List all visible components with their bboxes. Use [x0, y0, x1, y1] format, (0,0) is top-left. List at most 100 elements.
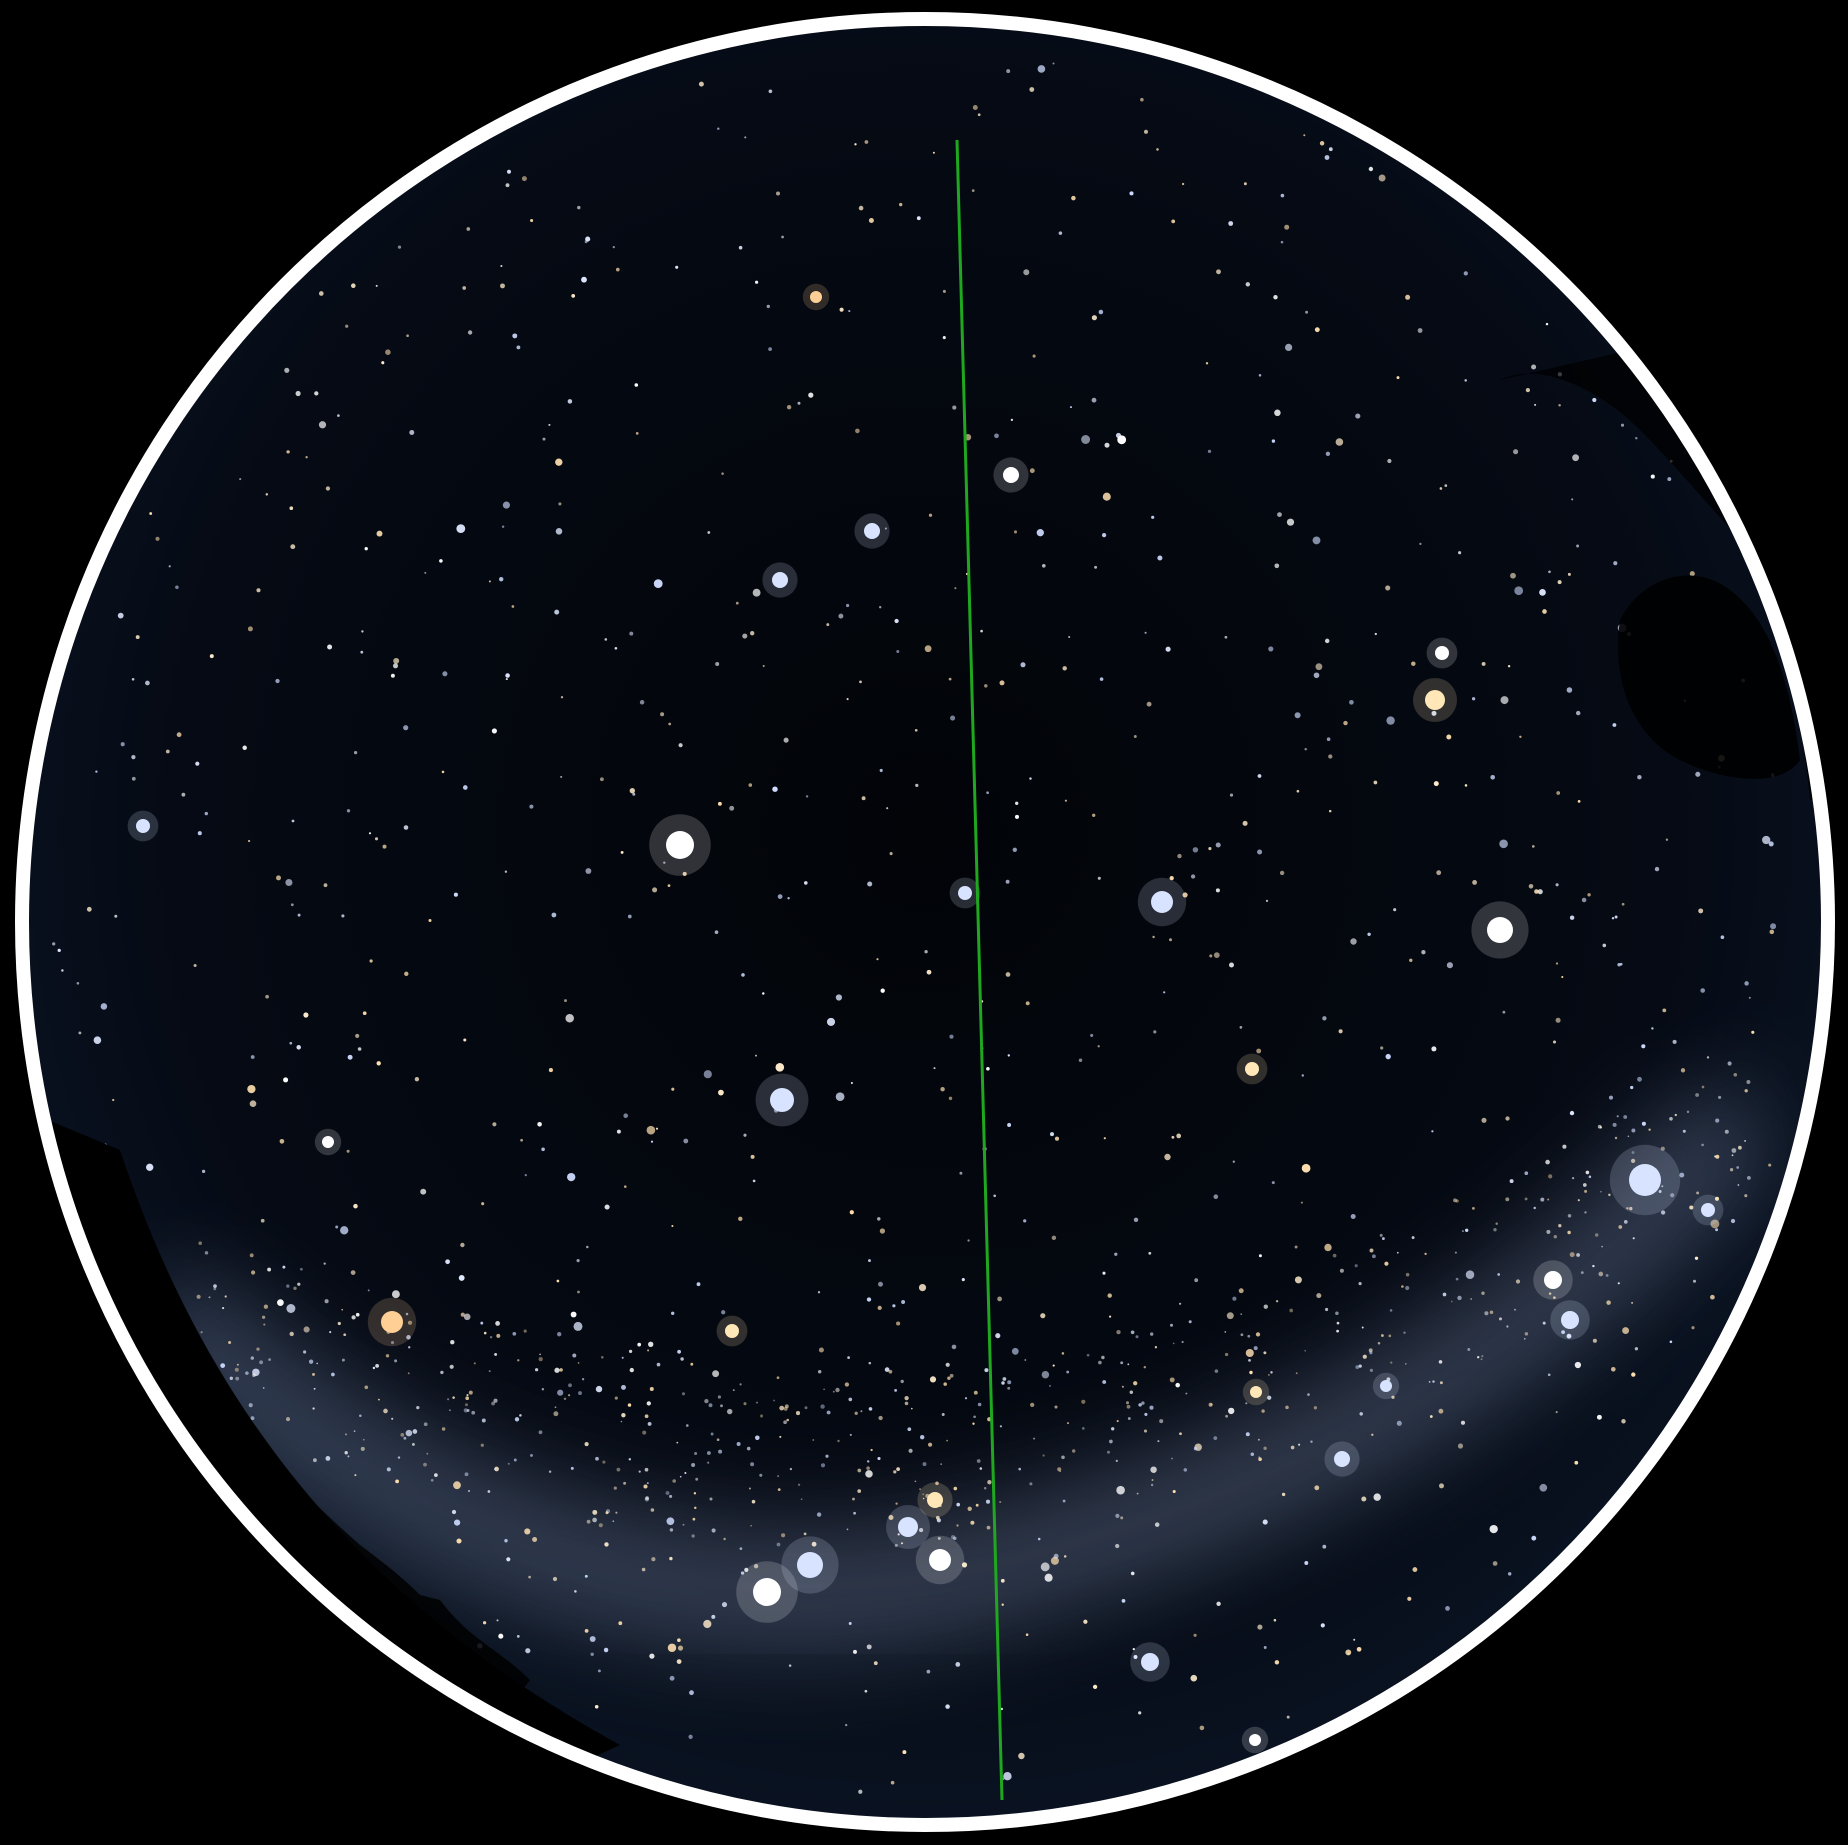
faint-star [1029, 87, 1035, 92]
bright-star[interactable] [753, 1578, 781, 1606]
bright-star[interactable] [898, 1517, 918, 1537]
faint-star [949, 1373, 954, 1378]
bright-star[interactable] [772, 572, 788, 588]
bright-star[interactable] [1249, 1734, 1261, 1746]
milky-way-star [1061, 1352, 1065, 1355]
faint-star [1037, 1537, 1041, 1541]
milky-way-star [1007, 1380, 1012, 1385]
bright-star[interactable] [929, 1549, 951, 1571]
faint-star [629, 631, 634, 636]
faint-star [1226, 1312, 1234, 1320]
bright-star[interactable] [1561, 1311, 1579, 1329]
milky-way-star [1623, 1220, 1628, 1224]
bright-star[interactable] [1141, 1653, 1159, 1671]
milky-way-star [351, 1315, 356, 1320]
bright-star[interactable] [381, 1311, 403, 1333]
faint-star [1654, 866, 1660, 872]
faint-star [1006, 69, 1011, 74]
bright-star[interactable] [1250, 1386, 1262, 1398]
faint-star [500, 283, 505, 289]
milky-way-star [679, 1475, 682, 1478]
milky-way-star [341, 1308, 344, 1311]
faint-star [1239, 1026, 1243, 1029]
faint-star [376, 530, 383, 537]
bright-star[interactable] [1629, 1164, 1661, 1196]
bright-star[interactable] [1701, 1203, 1715, 1217]
faint-star [250, 1356, 254, 1360]
bright-star[interactable] [1151, 891, 1173, 913]
bright-star[interactable] [1003, 467, 1019, 483]
bright-star[interactable] [927, 1492, 943, 1508]
faint-star [1257, 1624, 1263, 1630]
faint-star [1532, 845, 1535, 848]
bright-star[interactable] [958, 886, 972, 900]
faint-star [1092, 813, 1096, 817]
milky-way-star [1405, 1272, 1410, 1277]
faint-star [808, 392, 814, 398]
bright-star[interactable] [1245, 1062, 1259, 1076]
faint-star [1431, 710, 1437, 716]
faint-star [880, 988, 885, 993]
milky-way-star [773, 1399, 776, 1402]
bright-star[interactable] [322, 1136, 334, 1148]
faint-star [1417, 328, 1423, 333]
milky-way-star [1240, 1313, 1243, 1315]
milky-way-star [1631, 1151, 1635, 1154]
faint-star [1396, 376, 1400, 380]
milky-way-star [937, 1536, 941, 1540]
bright-star[interactable] [1435, 646, 1449, 660]
milky-way-star [440, 1370, 444, 1375]
faint-star [135, 635, 140, 640]
faint-star [1662, 1008, 1667, 1013]
faint-star [1572, 454, 1580, 462]
faint-star [397, 1456, 401, 1459]
faint-star [1748, 996, 1751, 999]
bright-star[interactable] [1544, 1271, 1562, 1289]
faint-star [896, 1321, 901, 1326]
milky-way-star [760, 1414, 764, 1418]
faint-star [1561, 1330, 1565, 1334]
faint-star [995, 1333, 1001, 1339]
faint-star [1081, 435, 1091, 444]
bright-star[interactable] [1425, 690, 1445, 710]
milky-way-star [1576, 1253, 1581, 1257]
bright-star[interactable] [1487, 917, 1513, 943]
bright-star[interactable] [810, 291, 822, 303]
faint-star [924, 645, 932, 653]
faint-star [835, 994, 843, 1001]
milky-way-star [460, 1312, 465, 1317]
faint-star [1481, 661, 1486, 666]
bright-star[interactable] [136, 819, 150, 833]
faint-star [1322, 1544, 1327, 1549]
faint-star [1438, 1408, 1444, 1414]
bright-star[interactable] [770, 1088, 794, 1112]
faint-star [951, 1344, 957, 1350]
faint-star [362, 1011, 367, 1016]
bright-star[interactable] [1334, 1451, 1350, 1467]
faint-star [1762, 835, 1771, 845]
milky-way-star [1169, 1323, 1174, 1327]
milky-way-star [1179, 1432, 1182, 1436]
faint-star [555, 458, 563, 466]
milky-way-star [1245, 1402, 1248, 1405]
faint-star [507, 169, 511, 174]
faint-star [984, 684, 988, 688]
faint-star [1507, 664, 1511, 668]
bright-star[interactable] [797, 1552, 823, 1578]
faint-star [839, 307, 844, 312]
faint-star [1209, 954, 1213, 958]
faint-star [1507, 1572, 1512, 1576]
milky-way-star [519, 1414, 522, 1417]
bright-star[interactable] [666, 831, 694, 859]
milky-way-star [1631, 1128, 1636, 1133]
milky-way-star [922, 1493, 925, 1496]
bright-star[interactable] [725, 1324, 739, 1338]
faint-star [671, 1311, 675, 1316]
faint-star [980, 629, 983, 633]
bright-star[interactable] [1380, 1380, 1392, 1392]
milky-way-star [204, 1251, 209, 1255]
bright-star[interactable] [864, 523, 880, 539]
faint-star [1133, 735, 1137, 738]
